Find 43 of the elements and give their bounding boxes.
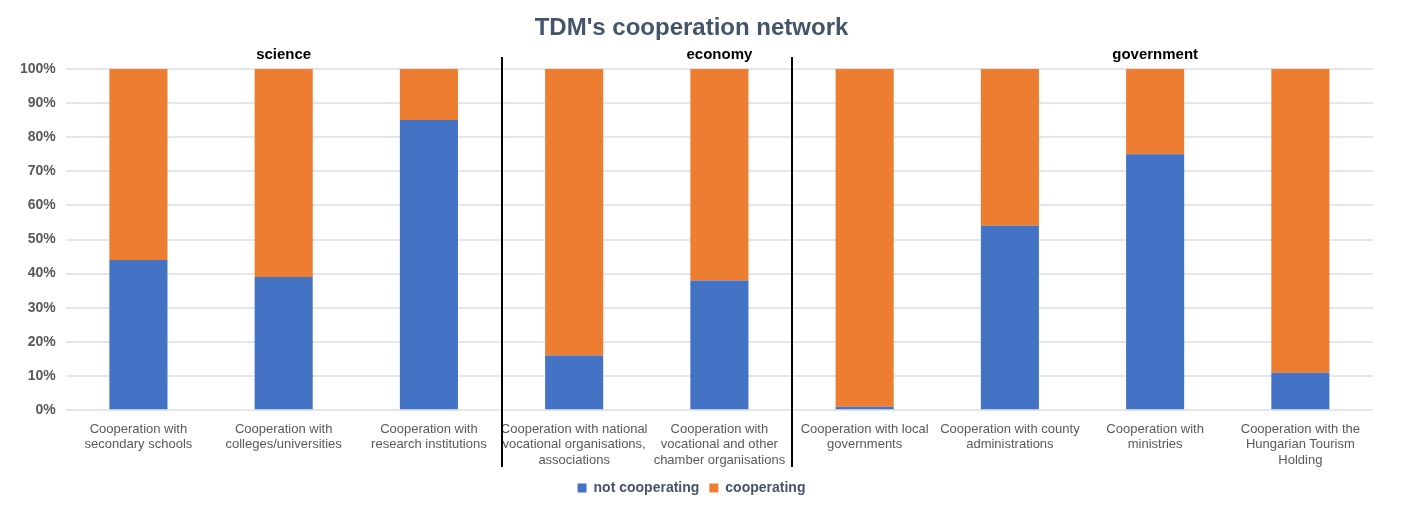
bar <box>254 68 313 278</box>
x-tick-label: Cooperation with county administrations <box>940 420 1081 452</box>
chart-title: TDM's cooperation network <box>534 13 850 41</box>
annotation: science <box>256 45 312 63</box>
x-tick-label: Cooperation with ministries <box>1106 420 1204 452</box>
bar <box>1126 68 1185 155</box>
x-tick-label: Cooperation with local governments <box>800 420 929 452</box>
x-tick-label: Cooperation with the Hungarian Tourism Holding <box>1240 420 1360 467</box>
x-tick-label: Cooperation with research institutions <box>371 420 488 452</box>
y-tick-label: 60% <box>27 196 57 213</box>
bar <box>399 120 458 410</box>
bar <box>980 68 1039 226</box>
x-tick-label: Cooperation with national vocational organisations, associations <box>500 420 648 467</box>
bar <box>109 68 168 260</box>
x-tick-label: Cooperation with vocational and other chamber organisations <box>653 420 786 467</box>
bar <box>254 277 313 410</box>
annotation: government <box>1112 45 1199 63</box>
y-tick-label: 30% <box>27 298 57 315</box>
x-tick-label: Cooperation with colleges/universities <box>225 420 343 452</box>
bar <box>545 355 604 410</box>
y-tick-label: 10% <box>27 366 57 383</box>
bar <box>690 68 749 281</box>
legend-label: cooperating <box>725 478 806 495</box>
y-tick-label: 0% <box>35 401 57 418</box>
bar <box>1126 154 1185 410</box>
bar <box>835 68 894 407</box>
bar <box>1271 372 1330 410</box>
bar <box>399 68 458 121</box>
y-tick-label: 70% <box>27 162 57 179</box>
y-tick-label: 80% <box>27 127 57 144</box>
bar <box>690 280 749 410</box>
annotation: economy <box>686 45 753 63</box>
bar <box>109 259 168 410</box>
y-tick-label: 100% <box>19 59 57 76</box>
bar <box>980 225 1039 410</box>
x-tick-label: Cooperation with secondary schools <box>84 420 193 452</box>
bar <box>545 68 604 356</box>
y-tick-label: 20% <box>27 332 57 349</box>
y-tick-label: 40% <box>27 264 57 281</box>
bar <box>1271 68 1330 373</box>
y-tick-label: 50% <box>27 230 57 247</box>
legend-label: not cooperating <box>593 478 700 495</box>
y-tick-label: 90% <box>27 93 57 110</box>
